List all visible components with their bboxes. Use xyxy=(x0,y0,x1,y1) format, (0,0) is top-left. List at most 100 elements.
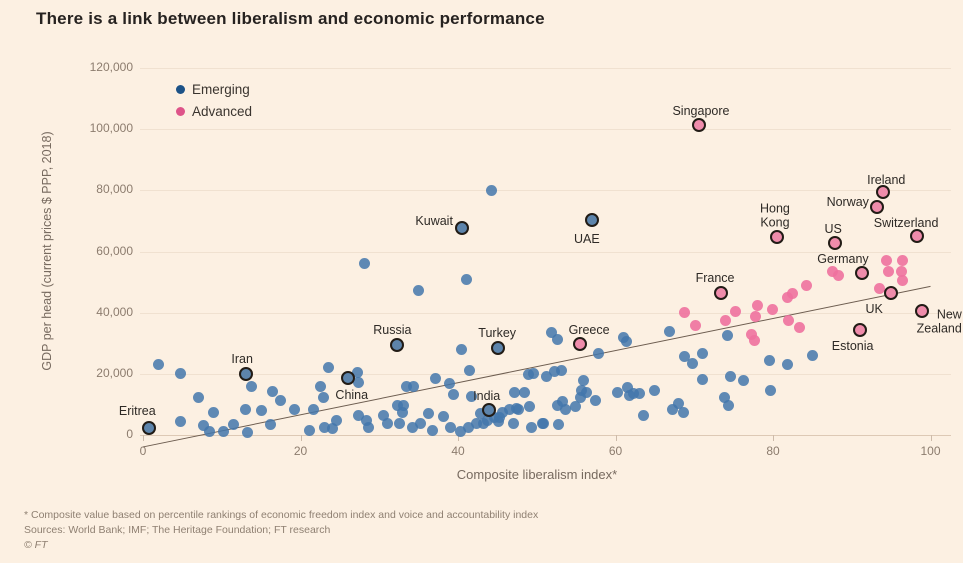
labeled-point-india xyxy=(481,402,496,417)
legend-dot-emerging xyxy=(176,84,185,94)
data-point-emerging xyxy=(546,327,558,339)
data-point-advanced xyxy=(783,314,795,326)
data-point-emerging xyxy=(462,421,474,433)
gridline-y-0 xyxy=(140,435,951,436)
x-tick-mark xyxy=(615,435,617,441)
x-axis-title: Composite liberalism index* xyxy=(456,467,618,482)
data-point-emerging xyxy=(667,404,679,416)
data-point-emerging xyxy=(308,404,320,416)
data-point-emerging xyxy=(361,415,373,427)
data-point-emerging xyxy=(447,388,459,400)
data-point-emerging xyxy=(423,408,435,420)
data-point-emerging xyxy=(353,409,365,421)
y-tick-label: 20,000 xyxy=(96,365,133,380)
data-point-emerging xyxy=(481,415,493,427)
data-point-emerging xyxy=(382,417,394,429)
labeled-point-turkey xyxy=(491,340,506,355)
x-tick-mark xyxy=(773,435,774,441)
data-point-advanced xyxy=(827,265,839,277)
point-label-turkey: Turkey xyxy=(478,325,517,340)
data-point-advanced xyxy=(729,305,741,317)
data-point-emerging xyxy=(663,326,675,338)
data-point-advanced xyxy=(794,321,806,333)
point-label-ireland: Ireland xyxy=(867,172,906,187)
x-tick-mark xyxy=(930,435,932,441)
data-point-emerging xyxy=(464,364,476,376)
data-point-advanced xyxy=(766,304,778,316)
data-point-emerging xyxy=(557,396,569,408)
labeled-point-norway xyxy=(869,199,884,214)
data-point-emerging xyxy=(454,425,466,437)
data-point-emerging xyxy=(519,386,531,398)
labeled-point-russia xyxy=(390,337,405,352)
point-label-hong-kong: Hong Kong xyxy=(759,201,790,230)
data-point-emerging xyxy=(401,381,413,393)
data-point-emerging xyxy=(331,414,343,426)
data-point-advanced xyxy=(873,283,885,294)
data-point-advanced xyxy=(787,287,799,299)
sources-line: Sources: World Bank; IMF; The Heritage F… xyxy=(24,524,331,537)
labeled-point-eritrea xyxy=(142,420,157,435)
data-point-emerging xyxy=(426,424,438,436)
data-point-emerging xyxy=(217,426,229,438)
labeled-point-singapore xyxy=(691,118,706,133)
data-point-emerging xyxy=(559,404,571,416)
point-label-new-zealand: New Zealand xyxy=(916,307,962,336)
copyright-line: © FT xyxy=(24,539,48,552)
labeled-point-us xyxy=(828,235,843,250)
data-point-emerging xyxy=(724,371,736,383)
data-point-emerging xyxy=(536,418,548,430)
data-point-emerging xyxy=(628,387,640,399)
data-point-emerging xyxy=(246,380,258,392)
data-point-emerging xyxy=(413,285,425,297)
data-point-advanced xyxy=(678,307,690,319)
data-point-emerging xyxy=(397,407,409,419)
gridline-y-120000 xyxy=(140,68,951,69)
labeled-point-greece xyxy=(573,336,588,351)
data-point-emerging xyxy=(577,375,589,387)
data-point-emerging xyxy=(781,358,793,370)
point-label-india: India xyxy=(473,388,501,403)
point-label-eritrea: Eritrea xyxy=(118,403,156,418)
data-point-emerging xyxy=(621,336,633,348)
point-label-kuwait: Kuwait xyxy=(415,213,453,228)
point-label-us: US xyxy=(824,221,842,236)
data-point-emerging xyxy=(580,386,592,398)
data-point-emerging xyxy=(315,381,327,393)
data-point-advanced xyxy=(800,280,812,292)
data-point-emerging xyxy=(522,368,534,380)
data-point-emerging xyxy=(549,365,561,377)
data-point-emerging xyxy=(443,378,455,390)
data-point-advanced xyxy=(751,299,763,311)
point-label-estonia: Estonia xyxy=(831,338,874,353)
legend-item-emerging: Emerging xyxy=(176,78,252,100)
data-point-emerging xyxy=(317,391,329,403)
data-point-emerging xyxy=(551,334,563,346)
footer: * Composite value based on percentile ra… xyxy=(24,508,538,554)
data-point-emerging xyxy=(174,416,186,428)
data-point-emerging xyxy=(633,387,645,399)
data-point-emerging xyxy=(377,409,389,421)
data-point-emerging xyxy=(242,427,254,439)
data-point-emerging xyxy=(722,400,734,412)
legend-label: Advanced xyxy=(192,103,253,119)
data-point-emerging xyxy=(351,367,363,379)
x-tick-label: 100 xyxy=(920,444,941,458)
x-tick-label: 80 xyxy=(766,444,780,458)
point-label-iran: Iran xyxy=(231,351,253,366)
data-point-emerging xyxy=(528,367,540,379)
data-point-emerging xyxy=(806,349,818,361)
data-point-emerging xyxy=(153,358,165,370)
data-point-emerging xyxy=(193,391,205,403)
data-point-emerging xyxy=(256,405,268,417)
labeled-point-china xyxy=(340,370,355,385)
point-label-switzerland: Switzerland xyxy=(873,215,939,230)
data-point-emerging xyxy=(687,357,699,369)
labeled-point-kuwait xyxy=(454,220,469,235)
data-point-advanced xyxy=(883,265,895,277)
data-point-emerging xyxy=(569,401,581,413)
data-point-emerging xyxy=(575,391,587,403)
labeled-point-germany xyxy=(854,265,869,280)
y-tick-label: 60,000 xyxy=(96,243,133,258)
